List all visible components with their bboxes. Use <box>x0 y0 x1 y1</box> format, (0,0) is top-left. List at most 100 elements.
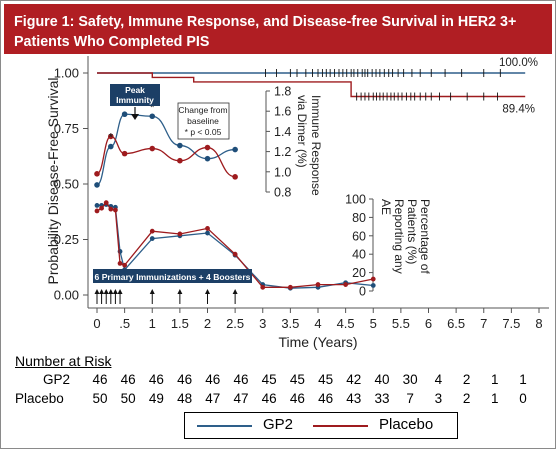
ae-y-tick-label: 0 <box>359 285 366 299</box>
x-tick-label: 3.5 <box>281 316 299 331</box>
risk-row-gp2: GP2 46 46 46 46 46 46 45 45 45 42 40 30 4 2 1 1 <box>1 372 556 392</box>
immune-y-tick-label: 1.8 <box>274 85 291 99</box>
ae-point-placebo <box>117 261 123 266</box>
risk-cell: 46 <box>233 372 249 387</box>
risk-cell: 50 <box>120 391 136 406</box>
y-tick-label: 1.00 <box>54 66 79 81</box>
ae-point-placebo <box>112 207 118 213</box>
risk-cell: 33 <box>374 391 390 406</box>
immune-point-gp2 <box>204 155 211 162</box>
ae-point-gp2 <box>149 236 155 241</box>
x-tick-label: 5 <box>370 316 377 331</box>
ae-y-tick-label: 20 <box>352 266 366 280</box>
immune-point-placebo <box>149 145 156 152</box>
survival-line-placebo <box>97 72 526 98</box>
x-axis-title: Time (Years) <box>278 334 357 350</box>
immunization-arrowhead <box>103 289 109 294</box>
risk-cell: 30 <box>402 372 418 387</box>
ae-y-axis-title: Patients (%) <box>405 199 419 264</box>
x-tick-label: 7.5 <box>502 316 520 331</box>
ae-point-placebo <box>260 284 266 290</box>
immune-y-tick-label: 0.8 <box>274 186 291 200</box>
immunization-arrowhead <box>108 289 114 294</box>
risk-cell: 46 <box>205 372 221 387</box>
x-tick-label: 2.5 <box>226 316 244 331</box>
immunization-arrowhead <box>94 289 100 294</box>
ae-point-placebo <box>99 205 104 211</box>
immune-y-axis-title: Immune Response <box>309 95 323 196</box>
change-callout-line: Change from <box>178 105 227 115</box>
risk-cell: 42 <box>346 372 362 387</box>
risk-cell: 45 <box>289 372 305 387</box>
end-label-placebo: 89.4% <box>502 104 535 116</box>
x-tick-label: 6.5 <box>447 316 465 331</box>
risk-cell: 46 <box>289 391 305 406</box>
y-tick-label: 0.75 <box>54 121 79 136</box>
x-tick-label: 6 <box>425 316 432 331</box>
ae-point-placebo <box>149 228 155 234</box>
y-tick-label: 0.25 <box>54 232 79 247</box>
x-tick-label: 5.5 <box>392 316 410 331</box>
risk-cell: 7 <box>406 391 414 406</box>
ae-y-tick-label: 40 <box>352 248 366 262</box>
peak-immunity-label: Immunity <box>116 95 154 105</box>
x-tick-label: 8 <box>535 316 542 331</box>
x-tick-label: 0 <box>93 316 100 331</box>
immune-point-placebo <box>108 133 114 140</box>
ae-y-axis-title: Percentage of <box>418 199 432 274</box>
risk-cell: 49 <box>148 391 164 406</box>
ae-point-placebo <box>287 284 293 290</box>
risk-cell: 50 <box>92 391 108 406</box>
risk-cell: 45 <box>261 372 277 387</box>
risk-cell: 48 <box>177 391 193 406</box>
y-tick-label: 0.50 <box>54 177 79 192</box>
immune-point-placebo <box>94 171 100 177</box>
ae-line-placebo <box>96 201 374 288</box>
risk-cell: 46 <box>148 372 164 387</box>
risk-cell: 46 <box>177 372 193 387</box>
immune-point-gp2 <box>232 146 238 153</box>
immunization-arrowhead <box>117 289 123 294</box>
immune-point-gp2 <box>108 143 114 150</box>
peak-arrowhead <box>131 114 139 120</box>
immunization-arrowhead <box>112 289 118 294</box>
risk-cell: 45 <box>318 372 334 387</box>
immune-y-tick-label: 1.2 <box>274 145 291 159</box>
immunization-arrowhead <box>232 289 238 294</box>
ae-point-placebo <box>94 208 100 214</box>
immune-point-gp2 <box>177 142 183 149</box>
immune-line-placebo <box>96 135 236 178</box>
immunization-label: 6 Primary Immunizations + 4 Boosters <box>95 272 251 282</box>
change-callout-line: baseline <box>187 116 219 126</box>
legend: GP2 Placebo <box>184 412 458 439</box>
risk-cell: 2 <box>462 372 471 387</box>
x-tick-label: 4.5 <box>337 316 355 331</box>
risk-cell: 0 <box>519 391 527 406</box>
immune-point-gp2 <box>149 113 156 120</box>
immune-y-axis-title: via Dimer (%) <box>295 95 309 168</box>
legend-label-gp2: GP2 <box>263 416 294 433</box>
risk-cell: 1 <box>491 391 499 406</box>
legend-swatch-gp2 <box>197 425 252 427</box>
risk-cell: 1 <box>519 372 527 387</box>
risk-table-header: Number at Risk <box>15 353 112 369</box>
ae-point-placebo <box>108 206 114 212</box>
ae-point-gp2 <box>370 283 376 288</box>
immunization-arrowhead <box>149 289 155 294</box>
ae-point-placebo <box>103 200 109 206</box>
risk-cell: 1 <box>491 372 499 387</box>
ae-point-placebo <box>205 226 210 231</box>
risk-cell: 43 <box>346 391 362 406</box>
risk-cell: 47 <box>233 391 249 406</box>
ae-point-placebo <box>343 282 349 287</box>
immune-y-tick-label: 1.6 <box>274 105 291 119</box>
risk-cell: 46 <box>261 391 277 406</box>
immune-y-tick-label: 1.0 <box>274 165 291 179</box>
immune-y-tick-label: 1.4 <box>274 125 291 139</box>
ae-point-placebo <box>177 231 183 237</box>
ae-y-axis-title: Reporting any <box>392 199 406 274</box>
risk-cell: 46 <box>92 372 108 387</box>
risk-row-label: Placebo <box>15 391 64 406</box>
